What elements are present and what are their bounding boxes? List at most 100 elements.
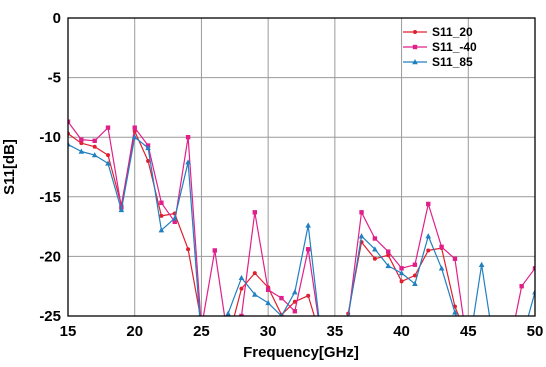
data-point	[426, 201, 431, 207]
data-point	[225, 310, 231, 316]
data-point	[372, 236, 378, 241]
data-point	[279, 313, 284, 316]
legend-item: S11_20	[403, 25, 473, 39]
legend-item: S11_-40	[403, 40, 477, 54]
x-tick-label: 15	[60, 323, 77, 340]
data-point	[185, 159, 191, 165]
data-point	[105, 125, 111, 130]
y-tick-label: -25	[39, 308, 61, 325]
y-tick-label: -10	[39, 129, 61, 146]
data-point	[292, 299, 297, 304]
y-tick-label: -20	[39, 248, 61, 265]
data-point	[146, 159, 151, 164]
data-point	[213, 350, 217, 354]
data-point	[412, 280, 418, 287]
data-point	[92, 144, 97, 149]
data-point	[292, 289, 298, 295]
data-point	[466, 350, 470, 354]
y-tick-labels: 0 -5 -10 -15 -20 -25	[39, 10, 61, 325]
data-point	[425, 233, 432, 239]
data-point	[439, 244, 444, 250]
data-point	[399, 266, 404, 271]
series-S11_-40	[68, 119, 535, 354]
data-point	[358, 233, 365, 239]
data-point	[492, 349, 498, 354]
data-point	[399, 279, 404, 284]
x-axis-label: Frequency[GHz]	[243, 344, 359, 361]
data-point	[532, 266, 535, 271]
data-point	[452, 256, 458, 261]
data-point	[372, 256, 377, 261]
data-point	[386, 249, 391, 254]
x-tick-label: 35	[327, 323, 344, 340]
data-point	[265, 287, 271, 292]
data-point	[506, 350, 510, 354]
series-line	[68, 130, 460, 316]
y-tick-label: 0	[53, 10, 61, 27]
legend-marker	[412, 44, 418, 50]
data-point	[438, 265, 445, 271]
data-point	[386, 253, 391, 258]
data-point	[398, 270, 405, 276]
data-point	[132, 125, 137, 130]
data-point	[226, 338, 230, 342]
data-point	[68, 119, 71, 124]
data-point	[186, 247, 191, 252]
series-line	[68, 121, 535, 316]
data-point	[279, 295, 284, 301]
data-point	[519, 284, 524, 289]
data-point	[131, 134, 138, 140]
data-point	[346, 313, 350, 316]
data-point	[493, 350, 497, 354]
x-tick-label: 20	[126, 323, 143, 340]
data-point	[78, 148, 85, 154]
x-tick-label: 30	[260, 323, 277, 340]
data-point	[252, 291, 258, 297]
y-tick-label: -15	[39, 189, 61, 206]
data-point	[158, 227, 165, 233]
data-point	[159, 200, 164, 205]
data-point	[252, 210, 257, 215]
data-point	[239, 313, 244, 316]
data-point	[506, 349, 512, 354]
y-axis-label: S11[dB]	[1, 139, 18, 195]
data-point	[239, 286, 244, 291]
data-point	[385, 262, 392, 269]
data-point	[478, 261, 485, 267]
data-point	[452, 309, 458, 315]
legend-marker	[413, 30, 417, 34]
x-tick-label: 40	[393, 323, 410, 340]
data-point	[426, 248, 431, 253]
data-point	[172, 219, 177, 225]
series-line	[68, 136, 535, 316]
data-point	[68, 141, 71, 147]
data-point	[159, 213, 164, 218]
data-point	[212, 349, 218, 354]
data-point	[346, 316, 350, 320]
data-point	[532, 289, 535, 295]
data-point	[493, 350, 497, 354]
x-tick-label: 25	[193, 323, 210, 340]
data-point	[412, 262, 418, 267]
plot-frame	[67, 17, 536, 317]
data-point	[118, 206, 125, 213]
data-point	[306, 293, 311, 298]
data-point	[479, 350, 483, 354]
plot-background	[68, 18, 535, 316]
data-point	[238, 274, 245, 281]
data-point	[92, 138, 97, 143]
data-point	[359, 210, 364, 215]
data-point	[212, 248, 217, 253]
data-point	[252, 271, 257, 276]
data-point	[319, 338, 323, 342]
data-point	[319, 337, 325, 342]
data-point	[226, 338, 230, 342]
data-point	[320, 338, 324, 342]
data-point	[106, 153, 111, 158]
legend-label: S11_20	[432, 25, 473, 39]
x-tick-labels: 15 20 25 30 35 40 45 50	[60, 323, 544, 340]
legend-label: S11_-40	[432, 40, 477, 54]
data-point	[79, 141, 84, 146]
